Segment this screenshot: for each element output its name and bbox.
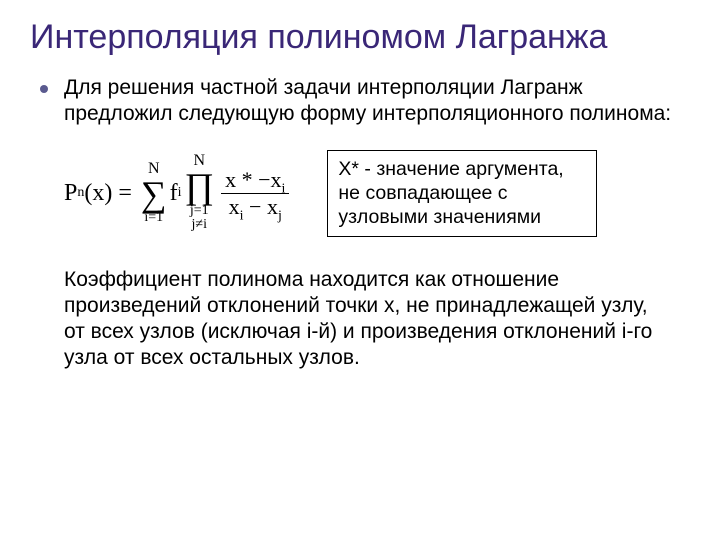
formula-lhs-p: P (64, 180, 77, 207)
bullet-text: Для решения частной задачи интерполяции … (64, 75, 690, 128)
formula-lhs-arg: (x) (84, 180, 112, 207)
formula-coef-f: f (170, 180, 178, 207)
prod-operator: N ∏ j=1j≠i (184, 153, 214, 233)
prod-lower: j=1j≠i (190, 204, 209, 233)
sum-lower: i=1 (144, 211, 163, 226)
lagrange-formula: Pn(x) = N ∑ i=1 fi N ∏ j=1j≠i x * −xi xi… (64, 153, 293, 233)
fraction-numerator: x * −xi (221, 169, 289, 191)
bullet-dot-icon (40, 85, 48, 93)
note-box: X* - значение аргумента, не совпадающее … (327, 150, 597, 237)
formula-row: Pn(x) = N ∑ i=1 fi N ∏ j=1j≠i x * −xi xi… (30, 150, 690, 237)
sum-operator: N ∑ i=1 (141, 161, 167, 226)
formula-fraction: x * −xi xi − xj (221, 169, 289, 218)
slide-title: Интерполяция полиномом Лагранжа (30, 18, 690, 57)
bullet-item: Для решения частной задачи интерполяции … (30, 75, 690, 128)
fraction-denominator: xi − xj (225, 196, 286, 218)
pi-icon: ∏ (184, 171, 214, 202)
formula-eq: = (118, 180, 132, 207)
sigma-icon: ∑ (141, 179, 167, 210)
coefficient-explanation: Коэффициент полинома находится как отнош… (30, 267, 690, 372)
